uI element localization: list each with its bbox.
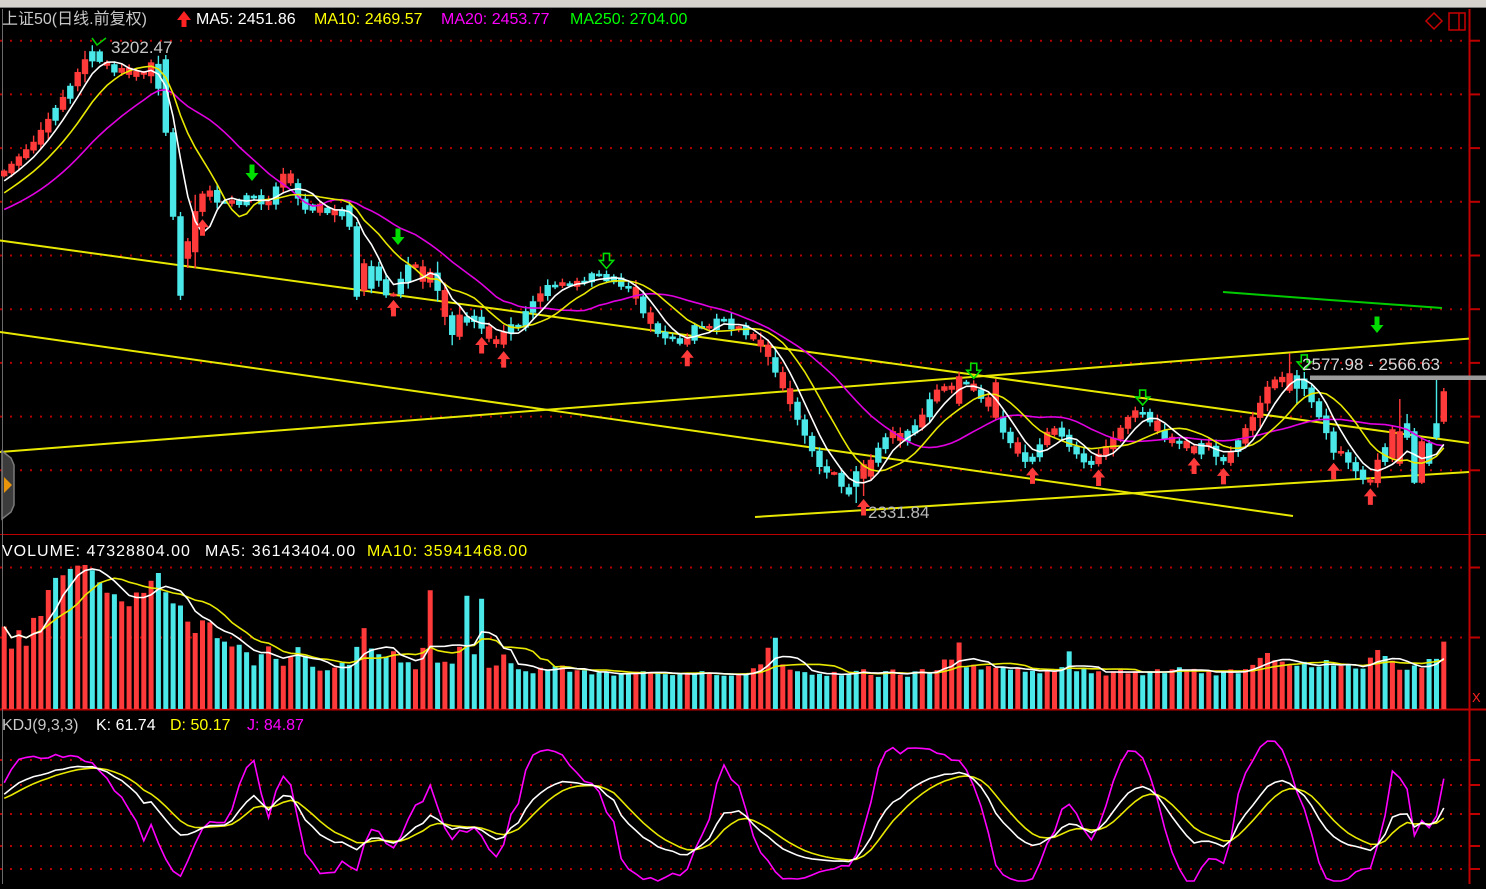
svg-text:J: 84.87: J: 84.87	[247, 717, 304, 734]
svg-text:3202.47: 3202.47	[111, 38, 172, 57]
svg-text:MA5: 36143404.00: MA5: 36143404.00	[205, 543, 356, 560]
svg-text:K: 61.74: K: 61.74	[96, 717, 156, 734]
svg-text:MA5: 2451.86: MA5: 2451.86	[196, 11, 296, 28]
svg-text:MA250: 2704.00: MA250: 2704.00	[570, 11, 688, 28]
svg-text:上证50(日线.前复权): 上证50(日线.前复权)	[2, 10, 147, 28]
svg-text:MA10: 2469.57: MA10: 2469.57	[314, 11, 423, 28]
svg-text:D: 50.17: D: 50.17	[170, 717, 231, 734]
svg-text:MA10: 35941468.00: MA10: 35941468.00	[367, 543, 528, 560]
svg-text:KDJ(9,3,3): KDJ(9,3,3)	[2, 717, 78, 734]
svg-text:2331.84: 2331.84	[868, 503, 929, 522]
svg-text:MA20: 2453.77: MA20: 2453.77	[441, 11, 550, 28]
svg-text:X: X	[1472, 690, 1481, 705]
svg-text:VOLUME: 47328804.00: VOLUME: 47328804.00	[2, 543, 191, 560]
svg-text:2577.98 - 2566.63: 2577.98 - 2566.63	[1302, 355, 1440, 374]
